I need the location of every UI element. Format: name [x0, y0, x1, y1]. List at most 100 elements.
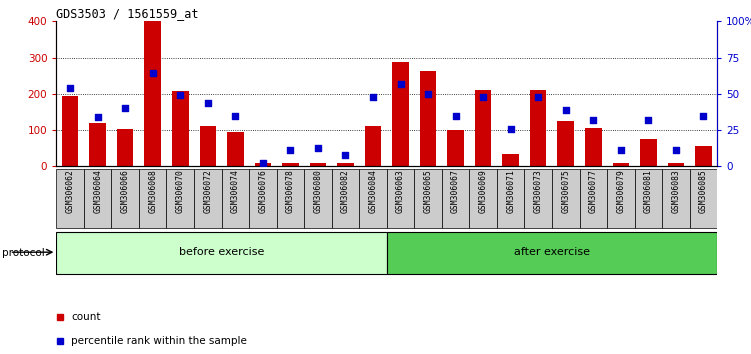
Bar — [585, 128, 602, 166]
Point — [559, 107, 572, 113]
Text: GSM306070: GSM306070 — [176, 169, 185, 213]
Text: GSM306076: GSM306076 — [258, 169, 267, 213]
Bar — [117, 129, 134, 166]
Bar — [448, 130, 464, 166]
Bar — [337, 164, 354, 166]
Bar — [442, 169, 469, 228]
Bar — [640, 139, 656, 166]
Bar — [695, 146, 712, 166]
Text: GSM306069: GSM306069 — [478, 169, 487, 213]
Bar — [392, 62, 409, 166]
Text: GSM306072: GSM306072 — [204, 169, 213, 213]
Point — [146, 71, 158, 76]
Bar — [84, 169, 111, 228]
Point — [505, 126, 517, 131]
Bar — [475, 90, 491, 166]
Text: GSM306079: GSM306079 — [617, 169, 626, 213]
Point — [367, 94, 379, 99]
Bar — [56, 233, 387, 274]
Point — [285, 148, 297, 153]
Point — [339, 152, 351, 158]
Bar — [194, 169, 222, 228]
Point — [587, 117, 599, 123]
Bar — [255, 164, 271, 166]
Text: GSM306084: GSM306084 — [369, 169, 378, 213]
Bar — [276, 169, 304, 228]
Point — [698, 113, 710, 118]
Text: GSM306065: GSM306065 — [424, 169, 433, 213]
Point — [670, 148, 682, 153]
Text: GSM306078: GSM306078 — [286, 169, 295, 213]
Text: GSM306062: GSM306062 — [65, 169, 74, 213]
Point — [450, 113, 462, 118]
Text: GSM306074: GSM306074 — [231, 169, 240, 213]
Text: GSM306080: GSM306080 — [313, 169, 322, 213]
Bar — [111, 169, 139, 228]
Bar — [668, 163, 684, 166]
Bar — [332, 169, 359, 228]
Bar — [689, 169, 717, 228]
Text: GSM306082: GSM306082 — [341, 169, 350, 213]
Bar — [530, 90, 547, 166]
Point — [92, 114, 104, 120]
Bar — [167, 169, 194, 228]
Text: GSM306073: GSM306073 — [534, 169, 543, 213]
Text: percentile rank within the sample: percentile rank within the sample — [71, 336, 247, 346]
Text: GSM306075: GSM306075 — [561, 169, 570, 213]
Point — [422, 91, 434, 97]
Bar — [662, 169, 689, 228]
Point — [229, 113, 241, 118]
Point — [64, 85, 76, 91]
Text: GSM306083: GSM306083 — [671, 169, 680, 213]
Bar — [607, 169, 635, 228]
Text: GSM306071: GSM306071 — [506, 169, 515, 213]
Text: GSM306081: GSM306081 — [644, 169, 653, 213]
Bar — [304, 169, 332, 228]
Bar — [524, 169, 552, 228]
Bar — [200, 126, 216, 166]
Point — [394, 81, 406, 86]
Text: protocol: protocol — [2, 248, 44, 258]
Text: after exercise: after exercise — [514, 247, 590, 257]
Bar — [557, 121, 574, 166]
Bar — [309, 163, 326, 166]
Bar — [56, 169, 84, 228]
Bar — [62, 96, 78, 166]
Bar — [365, 126, 382, 166]
Bar — [635, 169, 662, 228]
Point — [642, 117, 654, 123]
Text: GSM306077: GSM306077 — [589, 169, 598, 213]
Text: GSM306066: GSM306066 — [121, 169, 130, 213]
Point — [257, 161, 269, 166]
Bar — [227, 132, 243, 166]
Bar — [172, 91, 189, 166]
Point — [174, 92, 186, 98]
Text: GSM306085: GSM306085 — [699, 169, 708, 213]
Bar — [249, 169, 276, 228]
Point — [202, 100, 214, 105]
Point — [312, 145, 324, 150]
Bar — [144, 21, 161, 166]
Bar — [552, 169, 580, 228]
Text: before exercise: before exercise — [179, 247, 264, 257]
Bar — [502, 154, 519, 166]
Text: count: count — [71, 312, 101, 322]
Bar — [387, 233, 717, 274]
Bar — [415, 169, 442, 228]
Bar — [139, 169, 167, 228]
Bar — [222, 169, 249, 228]
Text: GSM306063: GSM306063 — [396, 169, 405, 213]
Text: GSM306068: GSM306068 — [148, 169, 157, 213]
Point — [119, 105, 131, 111]
Text: GSM306067: GSM306067 — [451, 169, 460, 213]
Bar — [420, 71, 436, 166]
Text: GSM306064: GSM306064 — [93, 169, 102, 213]
Bar — [282, 163, 299, 166]
Text: GDS3503 / 1561559_at: GDS3503 / 1561559_at — [56, 7, 199, 20]
Bar — [469, 169, 497, 228]
Point — [532, 94, 544, 99]
Bar — [497, 169, 524, 228]
Bar — [359, 169, 387, 228]
Bar — [580, 169, 607, 228]
Bar — [89, 123, 106, 166]
